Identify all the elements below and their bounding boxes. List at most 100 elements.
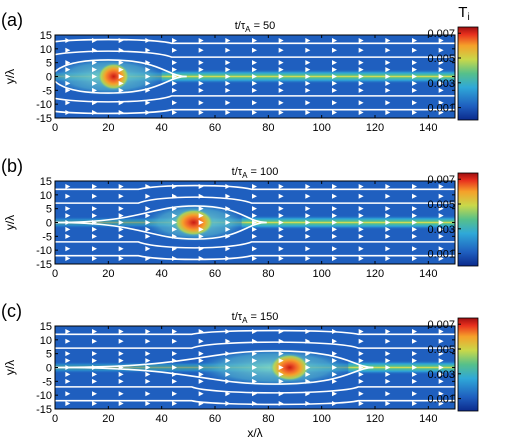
arrow-icon	[225, 400, 231, 406]
arrow-icon	[65, 80, 71, 86]
arrow-icon	[385, 60, 391, 66]
arrow-icon	[145, 47, 151, 53]
colorbar-scale	[457, 172, 479, 267]
arrow-icon	[145, 220, 151, 225]
x-tick-label: 20	[102, 268, 114, 280]
arrow-icon	[198, 391, 204, 397]
x-tick-label: 80	[262, 268, 274, 280]
arrow-icon	[198, 206, 204, 212]
x-tick-label: 40	[156, 413, 168, 425]
arrow-icon	[198, 255, 204, 261]
arrow-icon	[332, 220, 337, 225]
arrow-icon	[385, 358, 391, 364]
panel-label: (a)	[1, 10, 23, 30]
arrow-icon	[278, 220, 284, 225]
arrow-icon	[385, 351, 391, 357]
y-tick-label: 5	[46, 204, 52, 216]
arrow-icon	[225, 338, 231, 344]
arrow-icon	[198, 351, 204, 357]
y-tick-label: 10	[40, 44, 52, 56]
arrow-icon	[252, 233, 257, 239]
title-suffix: = 50	[251, 20, 276, 32]
arrow-icon	[118, 220, 124, 225]
arrow-icon	[198, 246, 204, 252]
y-tick-label: -10	[36, 99, 52, 111]
arrow-icon	[118, 206, 124, 212]
arrow-icon	[305, 184, 311, 190]
arrow-icon	[412, 87, 417, 93]
arrow-icon	[358, 226, 364, 232]
arrow-icon	[305, 80, 311, 86]
title-suffix: = 100	[247, 166, 278, 178]
arrow-icon	[198, 100, 204, 106]
arrow-icon	[332, 338, 337, 344]
title-sub: A	[242, 171, 248, 180]
arrow-icon	[385, 255, 391, 261]
arrow-icon	[145, 351, 151, 357]
arrow-icon	[172, 60, 177, 66]
arrow-icon	[198, 371, 204, 377]
arrow-icon	[332, 109, 337, 115]
arrow-icon	[358, 80, 364, 86]
arrow-icon	[305, 338, 311, 344]
panel-title: t/τA = 150	[232, 311, 279, 325]
arrow-icon	[412, 233, 417, 239]
arrow-icon	[412, 371, 417, 377]
x-tick-label: 80	[262, 122, 274, 134]
arrow-icon	[358, 371, 364, 377]
colorbar-tick-label: 0.007	[427, 319, 455, 331]
arrow-icon	[358, 255, 364, 261]
arrow-icon	[305, 67, 311, 73]
arrow-icon	[278, 358, 284, 364]
arrow-icon	[438, 47, 444, 53]
arrow-icon	[145, 184, 151, 190]
x-tick-label: 20	[102, 413, 114, 425]
arrow-icon	[252, 87, 257, 93]
arrow-icon	[225, 365, 231, 370]
arrow-icon	[172, 338, 177, 344]
colorbar-scale	[457, 317, 479, 412]
arrow-icon	[385, 391, 391, 397]
arrow-icon	[332, 358, 337, 364]
arrow-icon	[198, 67, 204, 73]
colorbar: 0.007 0.005 0.003 0.001	[427, 317, 479, 412]
arrow-icon	[172, 184, 177, 190]
arrow-icon	[358, 358, 364, 364]
arrow-icon	[278, 193, 284, 199]
arrow-icon	[145, 109, 151, 115]
colorbar-tick-label: 0.001	[427, 103, 455, 115]
x-tick-label: 80	[262, 413, 274, 425]
arrow-icon	[358, 67, 364, 73]
separatrix-lower	[55, 75, 187, 94]
arrow-icon	[145, 87, 151, 93]
arrow-icon	[65, 378, 71, 384]
arrow-icon	[358, 329, 364, 335]
arrow-icon	[438, 371, 444, 377]
arrow-icon	[145, 213, 151, 219]
x-tick-label: 120	[366, 413, 384, 425]
x-tick-label: 40	[156, 268, 168, 280]
arrow-icon	[385, 38, 391, 44]
arrow-icon	[172, 246, 177, 252]
arrow-icon	[412, 365, 417, 370]
arrow-icon	[118, 255, 124, 261]
arrow-icon	[92, 358, 97, 364]
arrow-icon	[278, 378, 284, 384]
arrow-icon	[305, 193, 311, 199]
y-axis-label: y/λ	[3, 215, 17, 230]
arrow-icon	[385, 378, 391, 384]
plot-area	[55, 326, 455, 409]
y-tick-label: 5	[46, 58, 52, 70]
arrow-icon	[92, 365, 97, 370]
arrow-icon	[198, 329, 204, 335]
arrow-icon	[198, 47, 204, 53]
arrow-icon	[252, 220, 257, 225]
arrow-icon	[438, 391, 444, 397]
arrow-icon	[172, 233, 177, 239]
arrow-icon	[65, 400, 71, 406]
arrow-icon	[385, 400, 391, 406]
arrow-icon	[385, 184, 391, 190]
arrow-icon	[438, 329, 444, 335]
arrow-icon	[412, 378, 417, 384]
